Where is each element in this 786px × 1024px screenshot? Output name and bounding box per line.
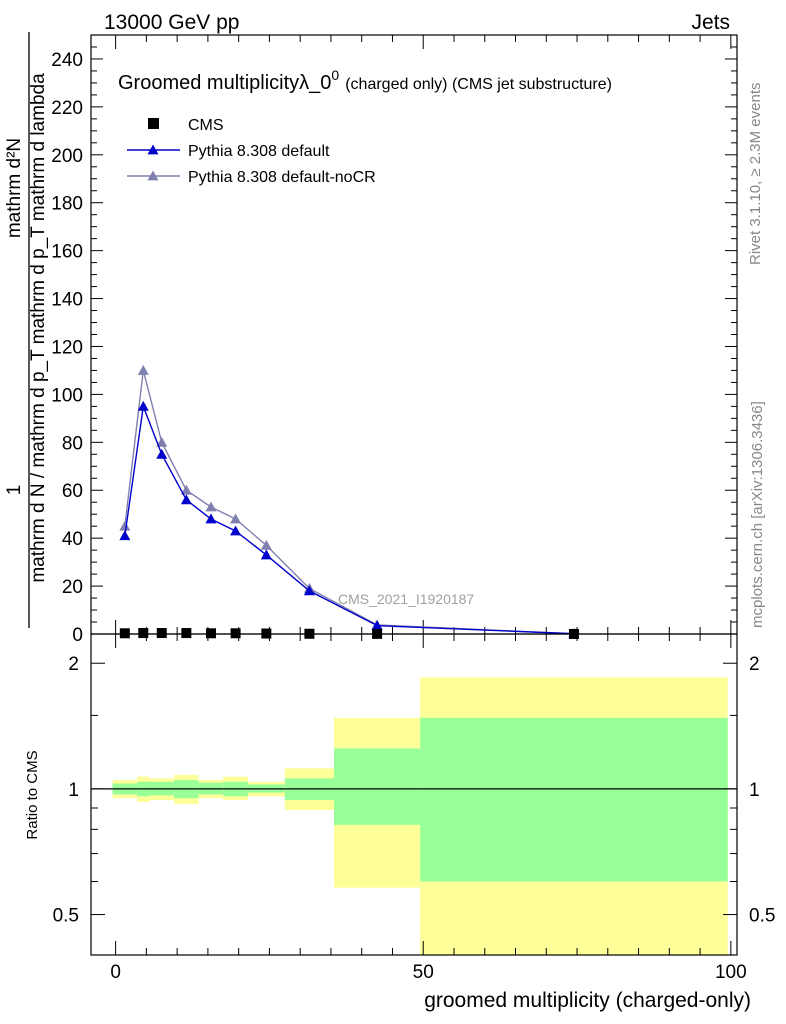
ratio-band-inner xyxy=(420,717,728,882)
legend-marker-square xyxy=(148,118,159,129)
plot-title-note: (charged only) (CMS jet substructure) xyxy=(345,76,612,93)
legend-label: Pythia 8.308 default-noCR xyxy=(188,169,376,186)
data-point-square xyxy=(119,628,130,639)
ratio-x-axis: 0 50 100 xyxy=(110,634,747,983)
mcplots-label: mcplots.cern.ch [arXiv:1306.3436] xyxy=(749,401,766,628)
data-point-triangle xyxy=(230,513,242,524)
x-tick-label: 50 xyxy=(413,962,434,983)
y-label-denominator: mathrm d N / mathrm d p_T mathrm d p_T m… xyxy=(28,73,49,583)
ratio-y-axis: 0.5 0.5 1 1 2 2 xyxy=(53,654,776,926)
data-point-triangle xyxy=(260,549,272,560)
data-point-triangle xyxy=(230,525,242,536)
y-tick-label: 60 xyxy=(62,481,83,502)
ratio-y-label: Ratio to CMS xyxy=(24,750,41,839)
y-tick-label: 0 xyxy=(72,625,83,646)
plot-title: Groomed multiplicityλ_00 (charged only) (… xyxy=(118,67,612,94)
rivet-label: Rivet 3.1.10, ≥ 2.3M events xyxy=(747,83,764,266)
y-tick-label: 140 xyxy=(51,290,83,311)
data-point-triangle xyxy=(137,400,149,411)
legend-label: CMS xyxy=(188,117,224,134)
data-point-square xyxy=(156,628,167,639)
data-point-triangle xyxy=(137,364,149,375)
series-line xyxy=(124,370,574,635)
y-tick-label: 160 xyxy=(51,242,83,263)
data-point-triangle xyxy=(119,530,131,541)
data-point-triangle xyxy=(205,501,217,512)
analysis-watermark: CMS_2021_I1920187 xyxy=(338,591,474,607)
data-point-triangle xyxy=(180,494,192,505)
ratio-y-tick-label: 2 xyxy=(68,654,79,675)
ratio-bands xyxy=(112,677,728,955)
data-point-triangle xyxy=(156,436,168,447)
ratio-band-inner xyxy=(334,748,421,825)
ratio-frame xyxy=(90,633,738,956)
data-point-triangle xyxy=(303,585,315,596)
y-tick-label: 200 xyxy=(51,146,83,167)
x-tick-label: 100 xyxy=(715,962,747,983)
data-point-square xyxy=(205,628,216,639)
y-tick-label: 20 xyxy=(62,577,83,598)
data-point-square xyxy=(138,628,149,639)
y-tick-label: 120 xyxy=(51,337,83,358)
x-tick-label: 0 xyxy=(110,962,121,983)
main-y-label: mathrm d²N 1 mathrm d N / mathrm d p_T m… xyxy=(4,32,49,628)
legend-marker-triangle xyxy=(147,144,159,155)
legend: CMS Pythia 8.308 default Pythia 8.308 defa… xyxy=(127,117,376,186)
data-point-square xyxy=(181,628,192,639)
legend-label: Pythia 8.308 default xyxy=(188,143,330,160)
ratio-panel: 0.5 0.5 1 1 2 2 0 50 100 Ratio to CMS xyxy=(24,633,776,983)
series-line xyxy=(124,403,574,635)
data-point-triangle xyxy=(119,520,131,531)
main-y-axis: 0 20 40 60 80 100 120 140 160 180 200 220 240 xyxy=(51,46,737,646)
data-point-square xyxy=(230,628,241,639)
data-point-triangle xyxy=(180,484,192,495)
data-point-triangle xyxy=(371,620,383,631)
ratio-y-tick-label: 0.5 xyxy=(53,906,79,927)
legend-marker-triangle xyxy=(147,170,159,181)
data-point-triangle xyxy=(156,448,168,459)
header-category: Jets xyxy=(691,11,730,34)
data-point-triangle xyxy=(205,513,217,524)
y-tick-label: 220 xyxy=(51,98,83,119)
y-tick-label: 100 xyxy=(51,385,83,406)
ratio-y-tick-label-right: 2 xyxy=(749,654,760,675)
y-label-numerator: mathrm d²N xyxy=(4,138,25,238)
y-label-prefix: 1 xyxy=(4,485,25,496)
y-tick-label: 180 xyxy=(51,194,83,215)
plot-title-main: Groomed multiplicityλ_0 xyxy=(118,72,331,94)
data-point-triangle xyxy=(260,539,272,550)
main-x-ticks xyxy=(115,35,732,634)
main-panel: 0 20 40 60 80 100 120 140 160 180 200 220 240 Groome… xyxy=(51,34,738,646)
plot-title-sup: 0 xyxy=(331,67,339,83)
ratio-y-tick-label-right: 0.5 xyxy=(749,906,775,927)
y-tick-label: 40 xyxy=(62,529,83,550)
header-energy: 13000 GeV pp xyxy=(104,11,239,34)
ratio-y-tick-label: 1 xyxy=(68,780,79,801)
y-tick-label: 80 xyxy=(62,433,83,454)
ratio-y-tick-label-right: 1 xyxy=(749,780,760,801)
x-axis-label: groomed multiplicity (charged-only) xyxy=(424,989,751,1012)
y-tick-label: 240 xyxy=(51,50,83,71)
